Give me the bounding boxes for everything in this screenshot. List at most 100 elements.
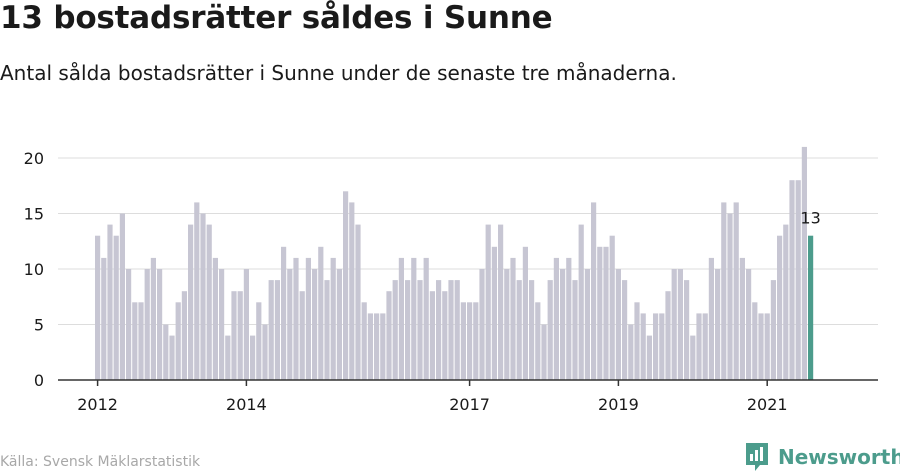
bar (553, 257, 559, 380)
bar (436, 280, 442, 380)
bar (355, 224, 361, 380)
bar (529, 280, 535, 380)
bar (405, 280, 411, 380)
bar (312, 269, 318, 380)
highlight-data-label: 13 (800, 209, 820, 228)
bar (522, 246, 528, 380)
bar (758, 313, 764, 380)
bar (764, 313, 770, 380)
x-tick-label: 2021 (747, 395, 788, 414)
bar (677, 269, 683, 380)
bar (268, 280, 274, 380)
bar (727, 213, 733, 380)
bar (653, 313, 659, 380)
bar (467, 302, 473, 380)
bar (417, 280, 423, 380)
bar (702, 313, 708, 380)
chart-title: 13 bostadsrätter såldes i Sunne (0, 0, 553, 36)
bar (454, 280, 460, 380)
bar (318, 246, 324, 380)
bar (330, 257, 336, 380)
bar (721, 202, 727, 380)
bar (200, 213, 206, 380)
bar (746, 269, 752, 380)
bar (479, 269, 485, 380)
bar (739, 257, 745, 380)
bar (460, 302, 466, 380)
bar (498, 224, 504, 380)
bar (789, 180, 795, 380)
y-tick-label: 15 (24, 205, 44, 224)
bar (783, 224, 789, 380)
bar (150, 257, 156, 380)
bar (219, 269, 225, 380)
bar (622, 280, 628, 380)
bar (541, 324, 547, 380)
bar (305, 257, 311, 380)
bar (473, 302, 479, 380)
bar-chart: 0 5 10 15 20 13 2012 2014 2017 2019 2021 (24, 146, 878, 414)
y-tick-label: 5 (34, 316, 44, 335)
bar (690, 335, 696, 380)
bar (119, 213, 125, 380)
bar (95, 235, 101, 380)
bar (423, 257, 429, 380)
bar (547, 280, 553, 380)
bar (591, 202, 597, 380)
bar (237, 291, 243, 380)
y-tick-label: 10 (24, 260, 44, 279)
bar (107, 224, 113, 380)
bar (281, 246, 287, 380)
bar (101, 257, 107, 380)
bar (256, 302, 262, 380)
bar (566, 257, 572, 380)
bar (169, 335, 175, 380)
bar (733, 202, 739, 380)
bar (274, 280, 280, 380)
bar (584, 269, 590, 380)
bar (640, 313, 646, 380)
bar (225, 335, 231, 380)
x-tick-label: 2014 (226, 395, 267, 414)
bar (560, 269, 566, 380)
bar (535, 302, 541, 380)
bar (262, 324, 268, 380)
bar (504, 269, 510, 380)
bar (299, 291, 305, 380)
y-tick-label: 20 (24, 149, 44, 168)
bar (392, 280, 398, 380)
bar (212, 257, 218, 380)
bar (578, 224, 584, 380)
bar (181, 291, 187, 380)
bar (696, 313, 702, 380)
bar (770, 280, 776, 380)
bar (510, 257, 516, 380)
bar (491, 246, 497, 380)
bar (684, 280, 690, 380)
x-tick-label: 2017 (449, 395, 490, 414)
bar (126, 269, 132, 380)
bar (144, 269, 150, 380)
bar (343, 191, 349, 380)
bar (516, 280, 522, 380)
bar (448, 280, 454, 380)
brand-name: Newsworthy (778, 445, 900, 469)
bar (374, 313, 380, 380)
x-tick-label: 2019 (598, 395, 639, 414)
bar (386, 291, 392, 380)
bar (113, 235, 119, 380)
bar (572, 280, 578, 380)
bar (175, 302, 181, 380)
bar (603, 246, 609, 380)
bar (132, 302, 138, 380)
bar (206, 224, 212, 380)
bar (665, 291, 671, 380)
bar (801, 146, 807, 380)
bar (485, 224, 491, 380)
bar (293, 257, 299, 380)
bar (231, 291, 237, 380)
bar (609, 235, 615, 380)
bar (336, 269, 342, 380)
bar (138, 302, 144, 380)
bar (429, 291, 435, 380)
